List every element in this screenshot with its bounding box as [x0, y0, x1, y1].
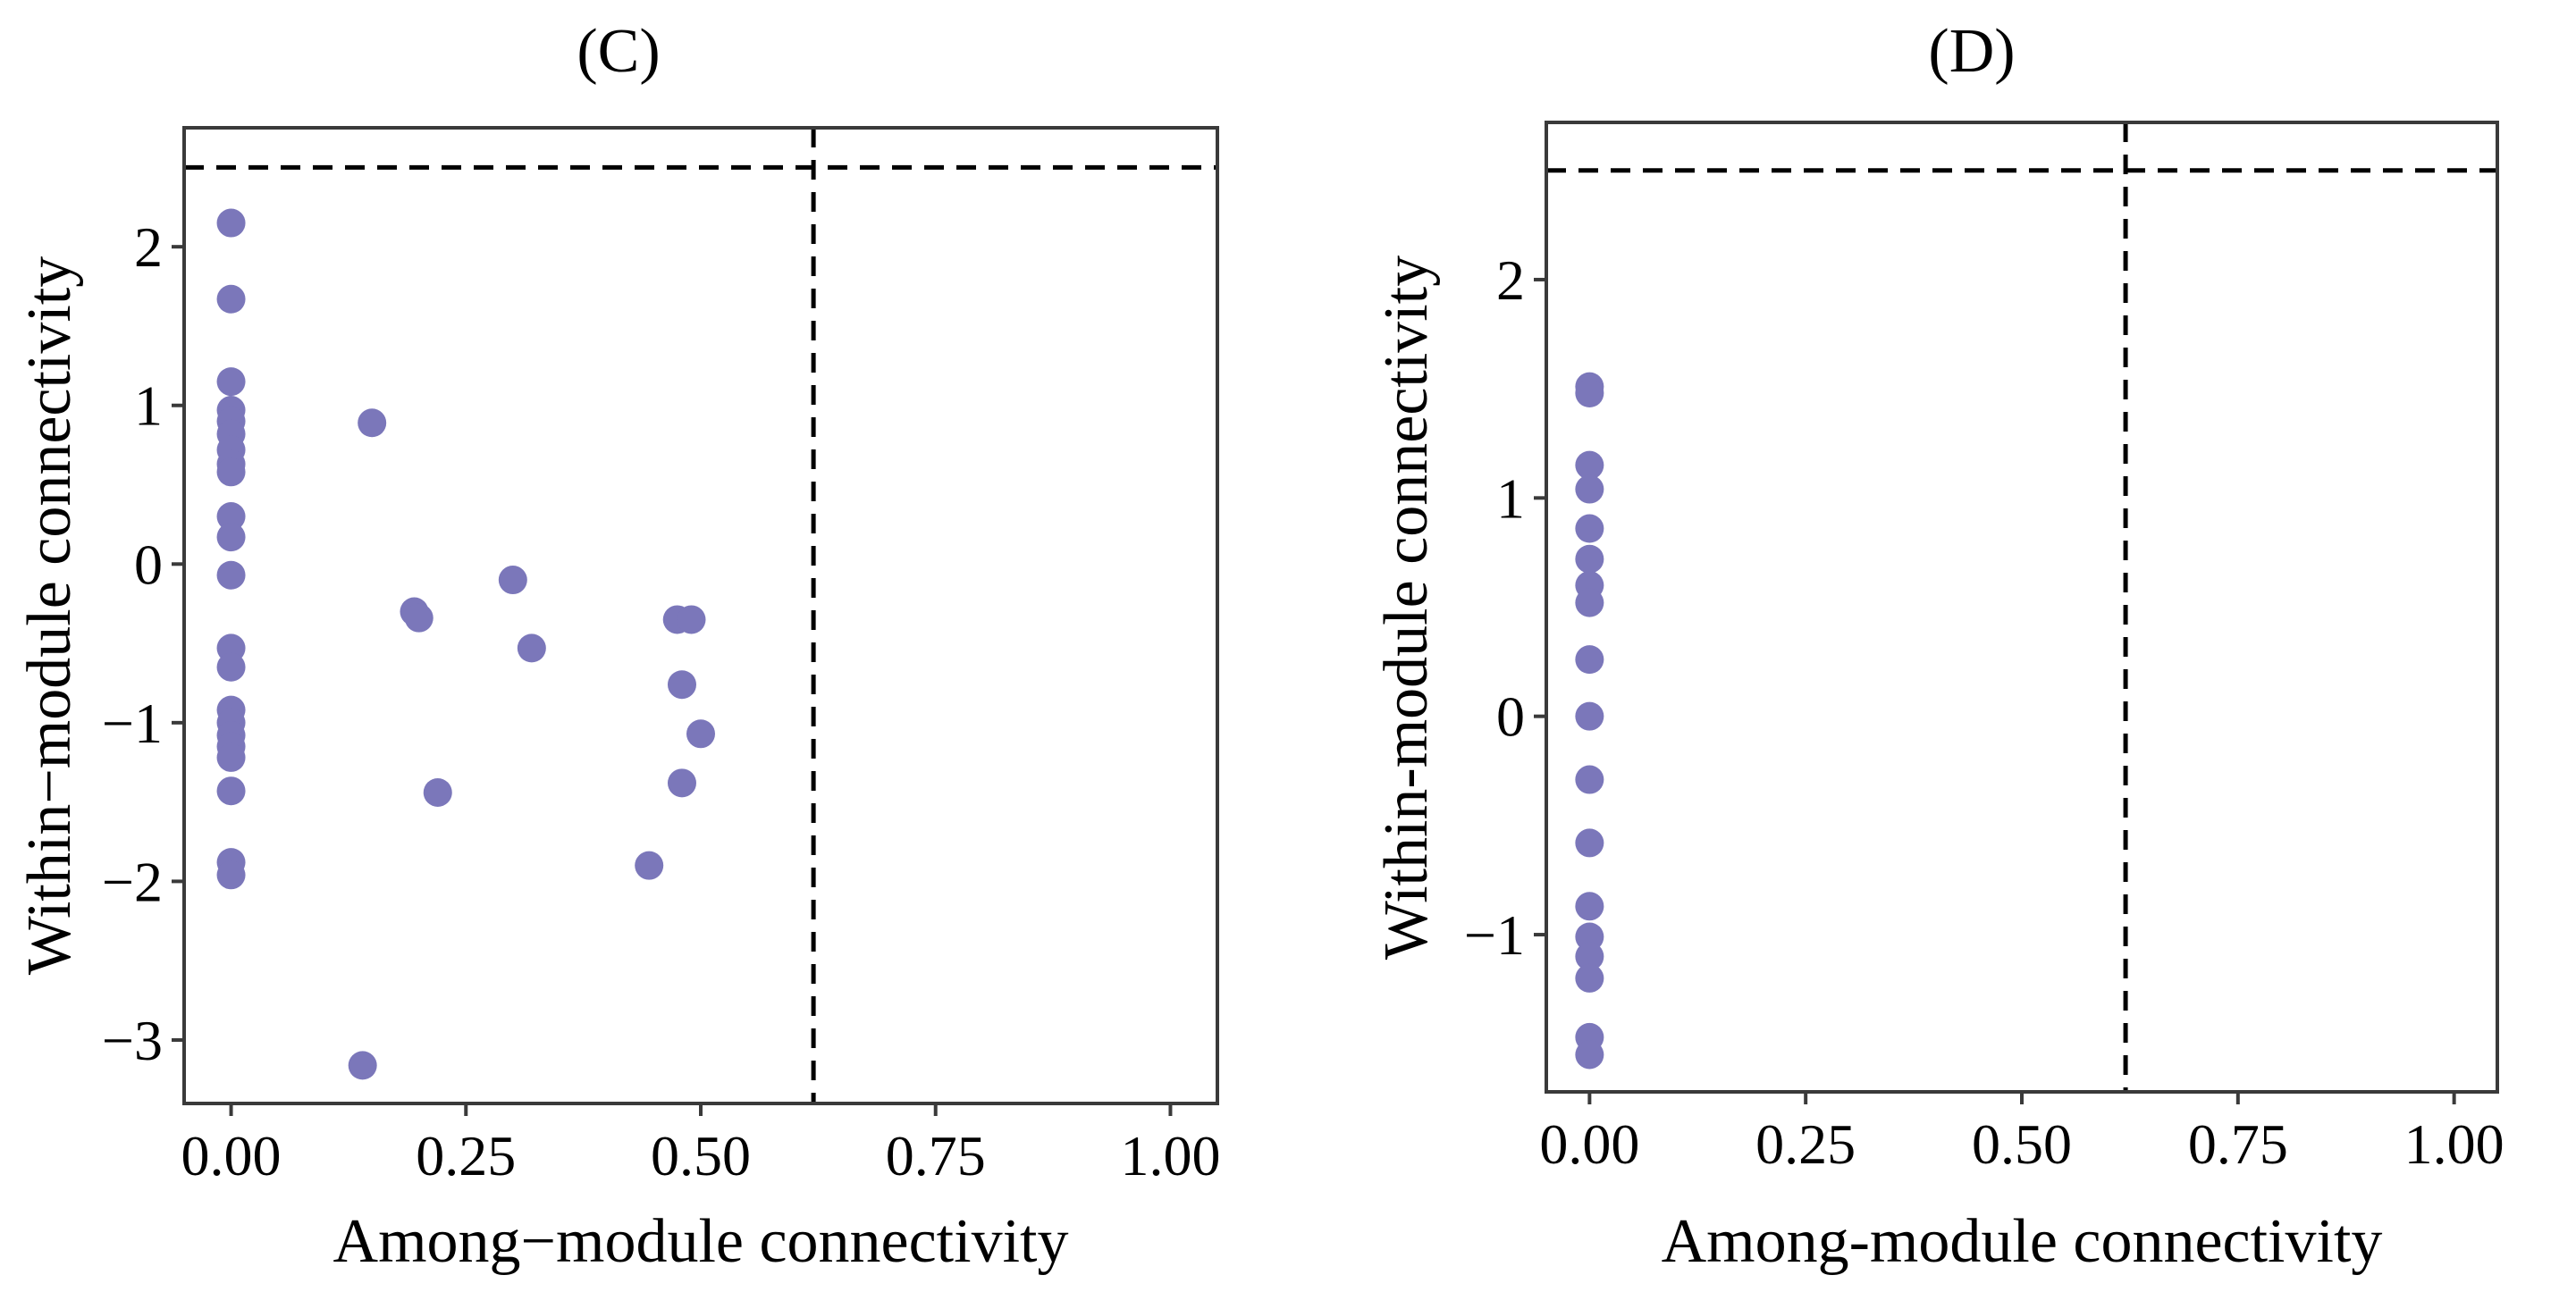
y-tick-label: −2: [102, 850, 163, 913]
panel-d-x-axis-label: Among-module connectivity: [1662, 1207, 2383, 1276]
data-point: [216, 284, 246, 314]
data-point: [216, 776, 246, 806]
data-point: [216, 742, 246, 772]
y-tick-label: 2: [1496, 248, 1525, 312]
x-tick-label: 1.00: [1120, 1124, 1220, 1187]
data-point: [1575, 828, 1604, 858]
data-point: [517, 633, 546, 663]
panel-d-plot-frame: [1545, 121, 2499, 1094]
x-tick-label: 0.25: [416, 1124, 516, 1187]
data-point: [1575, 701, 1604, 731]
x-tick-label: 0.00: [181, 1124, 282, 1187]
panel-c-reference-lines: [184, 128, 1217, 1103]
panel-c-x-axis: 0.00 0.25 0.50 0.75 1.00: [181, 1103, 1220, 1187]
data-point: [1575, 544, 1604, 574]
data-point: [216, 652, 246, 682]
x-tick-label: 0.50: [651, 1124, 751, 1187]
y-tick-label: 2: [134, 215, 163, 279]
panel-d-reference-lines: [1546, 122, 2497, 1092]
data-point: [216, 860, 246, 890]
x-tick-label: 0.00: [1539, 1112, 1639, 1176]
data-point: [216, 523, 246, 552]
panel-d: (D) 0.00 0.25 0.50 0.75 1.00 −1 0 1 2 Among-mod…: [1372, 17, 2504, 1276]
data-point: [216, 457, 246, 487]
data-point: [686, 719, 715, 749]
data-point: [358, 408, 387, 438]
panel-d-title: (D): [1928, 17, 2015, 86]
data-point: [667, 670, 696, 700]
data-point: [1575, 514, 1604, 543]
data-point: [423, 777, 452, 807]
y-tick-label: −1: [1464, 903, 1525, 967]
panel-c-title: (C): [577, 17, 660, 86]
x-tick-label: 0.50: [1972, 1112, 2072, 1176]
data-point: [667, 768, 696, 798]
data-point: [1575, 765, 1604, 794]
x-tick-label: 1.00: [2404, 1112, 2504, 1176]
panel-c-points: [216, 208, 715, 1080]
panel-d-y-axis-label: Within-module connectivity: [1372, 256, 1441, 960]
x-tick-label: 0.75: [886, 1124, 986, 1187]
data-point: [1575, 1040, 1604, 1070]
data-point: [1575, 963, 1604, 993]
panel-c-x-axis-label: Among−module connectivity: [333, 1207, 1069, 1276]
panel-d-points: [1575, 372, 1604, 1070]
data-point: [635, 851, 664, 880]
data-point: [216, 208, 246, 238]
panel-d-x-axis: 0.00 0.25 0.50 0.75 1.00: [1539, 1092, 2504, 1176]
data-point: [498, 566, 527, 595]
data-point: [1575, 450, 1604, 480]
data-point: [1575, 922, 1604, 952]
panel-c-y-axis-label: Within−module connectivity: [15, 256, 84, 976]
data-point: [404, 603, 434, 633]
data-point: [1575, 645, 1604, 675]
y-tick-label: −3: [102, 1009, 163, 1072]
panel-d-y-axis: −1 0 1 2: [1464, 248, 1546, 967]
data-point: [216, 502, 246, 532]
y-tick-label: 1: [134, 374, 163, 438]
data-point: [348, 1051, 377, 1080]
data-point: [1575, 892, 1604, 921]
y-tick-label: 1: [1496, 466, 1525, 530]
panel-c-y-axis: −3 −2 −1 0 1 2: [102, 215, 184, 1072]
data-point: [1575, 942, 1604, 971]
x-tick-label: 0.25: [1755, 1112, 1856, 1176]
data-point: [216, 367, 246, 397]
y-tick-label: 0: [1496, 685, 1525, 749]
data-point: [1575, 588, 1604, 617]
y-tick-label: −1: [102, 692, 163, 755]
data-point: [1575, 379, 1604, 408]
data-point: [1575, 474, 1604, 504]
y-tick-label: 0: [134, 533, 163, 596]
data-point: [677, 605, 706, 634]
x-tick-label: 0.75: [2188, 1112, 2288, 1176]
data-point: [216, 560, 246, 590]
panel-c: (C) 0.00 0.25 0.50 0.75 1.00 −3 −2 −1 0 1 2 Among…: [15, 17, 1220, 1276]
